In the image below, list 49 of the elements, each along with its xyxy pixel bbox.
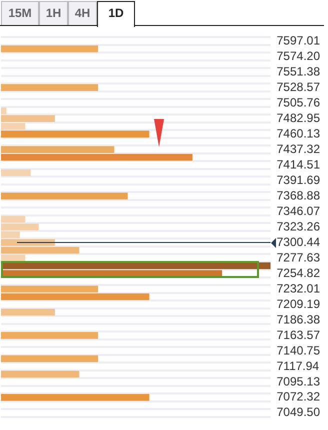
bar xyxy=(1,192,128,200)
y-tick-label: 7574.20 xyxy=(276,48,320,63)
y-tick-label: 7072.32 xyxy=(276,390,320,404)
bar xyxy=(1,246,80,254)
bar xyxy=(1,332,98,339)
y-tick-label: 7095.13 xyxy=(276,374,320,388)
y-tick-label: 7346.07 xyxy=(276,204,320,218)
y-tick-label: 7254.82 xyxy=(276,266,320,280)
y-tick-label: 7163.57 xyxy=(276,328,320,342)
bar xyxy=(1,355,98,362)
y-tick-label: 7232.01 xyxy=(276,281,320,296)
y-tick-label: 7049.50 xyxy=(276,405,320,420)
bar xyxy=(1,308,55,316)
text: 15M xyxy=(1,1,39,25)
y-tick-label: 7323.26 xyxy=(276,219,320,234)
bar xyxy=(1,107,6,114)
bar xyxy=(1,122,26,130)
y-tick-label: 7368.88 xyxy=(276,188,320,202)
bar xyxy=(1,169,31,176)
bar xyxy=(1,154,192,161)
bar xyxy=(1,45,98,52)
y-tick-label: 7186.38 xyxy=(276,312,320,326)
bar xyxy=(1,293,150,300)
bar xyxy=(1,370,80,378)
y-tick-label: 7482.95 xyxy=(276,110,320,125)
text: 1H xyxy=(39,1,68,25)
y-tick-label: 7551.38 xyxy=(276,64,320,78)
y-tick-label: 7597.01 xyxy=(276,33,320,48)
bar xyxy=(1,146,114,153)
bar xyxy=(1,115,55,122)
y-tick-label: 7437.32 xyxy=(276,142,320,156)
bar xyxy=(1,239,55,246)
y-tick-label: 7414.51 xyxy=(276,157,320,172)
y-tick-label: 7528.57 xyxy=(276,80,320,94)
bar xyxy=(1,254,26,262)
y-tick-label: 7300.44 xyxy=(276,234,320,249)
y-tick-label: 7460.13 xyxy=(276,126,320,140)
bar xyxy=(1,394,150,401)
y-tick-label: 7209.19 xyxy=(276,296,320,311)
bar xyxy=(1,84,98,91)
text: 1D xyxy=(97,1,135,27)
y-tick-label: 7391.69 xyxy=(276,172,320,187)
text: 4H xyxy=(68,1,97,25)
bar xyxy=(1,130,150,138)
y-tick-label: 7505.76 xyxy=(276,95,320,110)
y-tick-label: 7140.75 xyxy=(276,343,320,358)
bar xyxy=(1,286,98,292)
y-tick-label: 7277.63 xyxy=(276,250,320,264)
y-tick-label: 7117.94 xyxy=(276,358,320,373)
